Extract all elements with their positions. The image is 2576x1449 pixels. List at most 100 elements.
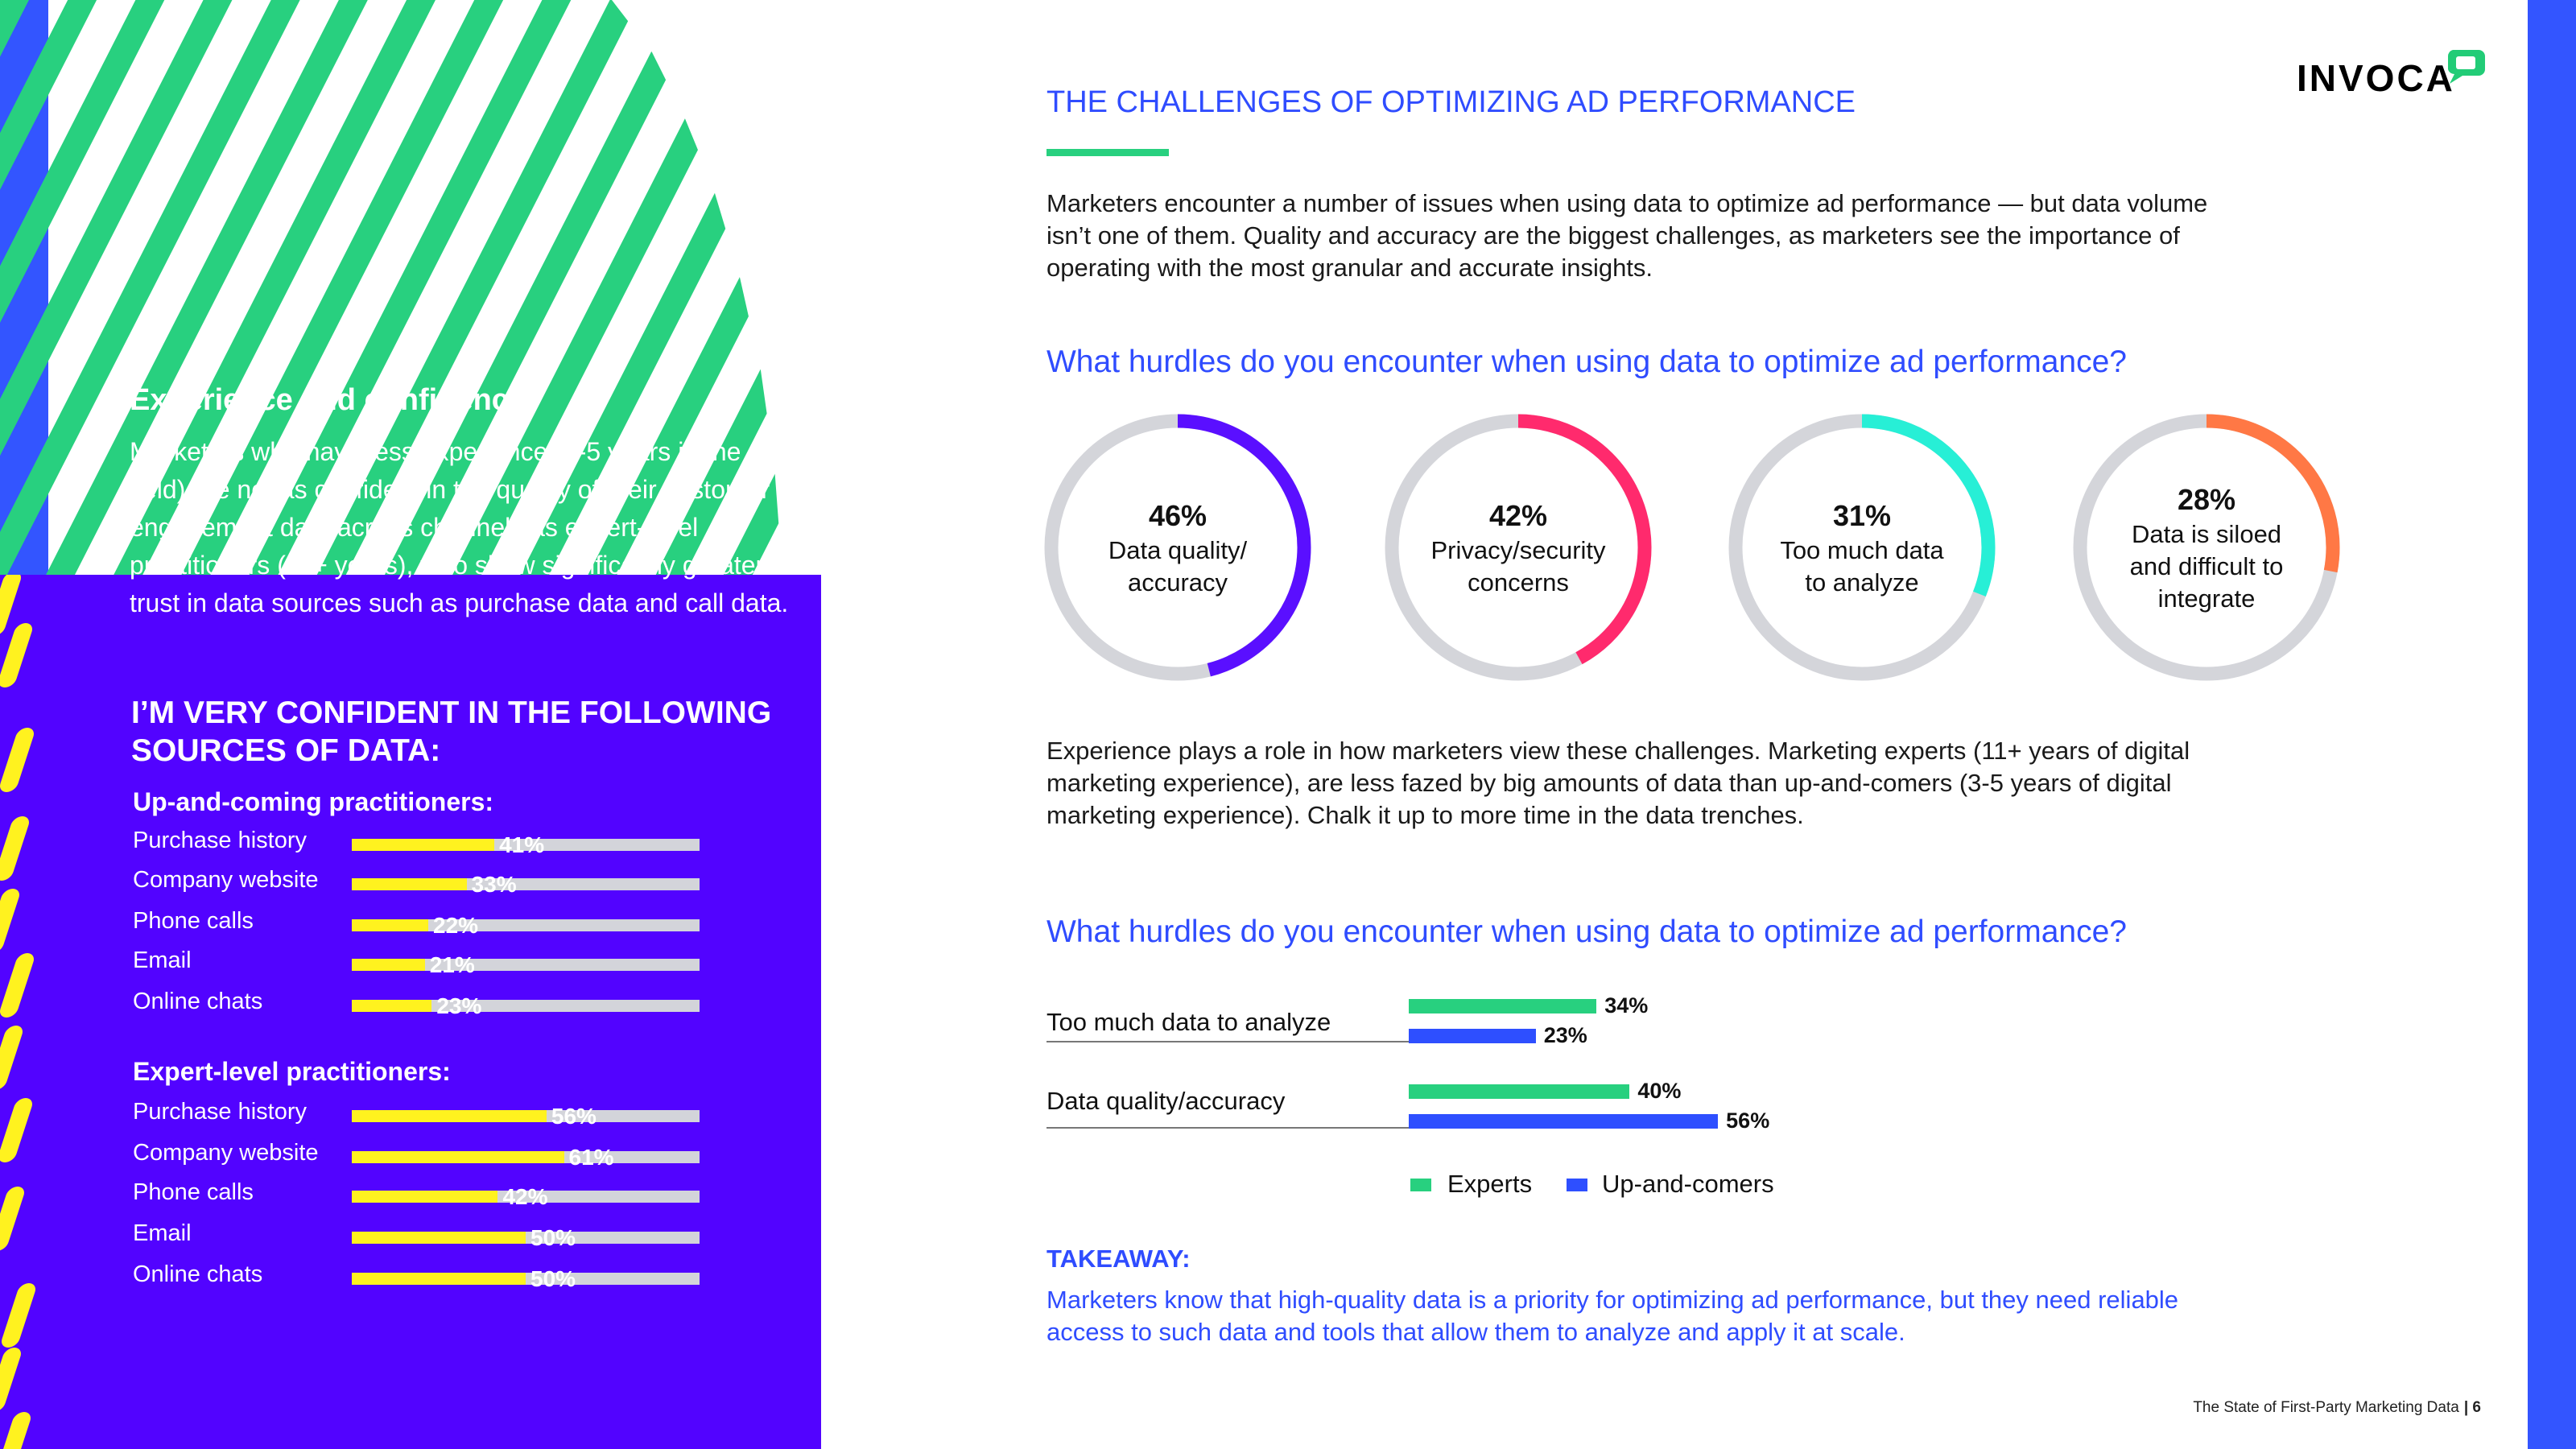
donut-label-line: and difficult to [2129,552,2284,580]
page-title: THE CHALLENGES OF OPTIMIZING AD PERFORMA… [1046,85,1856,119]
yellow-dash [0,1283,38,1348]
donut-chart: 42% Privacy/security concerns [1381,411,1655,684]
donut-arc [1385,414,1652,681]
donut-label-line: Data quality/ [1108,536,1248,564]
bar-experts [1409,1084,1630,1099]
donut-label-line: concerns [1468,568,1569,597]
donut-label: 28% Data is siloed and difficult to integra… [2094,411,2319,684]
footer-doc-title: The State of First-Party Marketing Data [2193,1399,2459,1416]
bar-label: Phone calls [133,1179,254,1205]
bar-row: Phone calls 22% [133,908,712,940]
bar-label: Purchase history [133,1099,307,1125]
bar-label: Purchase history [133,828,307,853]
invoca-logo: INVOCA [2297,48,2490,100]
donut-arc [2073,414,2340,681]
bar-value: 33% [471,872,517,897]
donut-label-line: to analyze [1805,568,1919,597]
bar-value: 56% [1726,1108,1770,1133]
bar-track: 50% [352,1266,700,1291]
bar-up-and-comers [1409,1114,1719,1129]
category-rule [1046,1127,1409,1129]
bar-fill [352,878,467,890]
diagonal-stripes-decoration [0,0,782,575]
bar-value: 40% [1637,1079,1682,1103]
bar-fill [352,1151,564,1163]
experience-paragraph: Marketers who have less experience (3-5 … [130,437,789,617]
bar-value: 34% [1604,993,1649,1018]
legend-swatch [1567,1179,1587,1191]
yellow-dash [0,1026,25,1090]
donut-label: 31% Too much data to analyze [1749,411,1975,684]
bar-row: Company website 61% [133,1140,712,1172]
bar-value: 22% [433,913,479,938]
takeaway-heading: TAKEAWAY: [1046,1245,1191,1273]
bar-fill [352,1273,526,1285]
donut-arc [1728,414,1996,681]
intro-paragraph: Marketers encounter a number of issues w… [1046,189,2208,282]
yellow-dash [0,1187,27,1251]
bar-value: 50% [530,1266,576,1291]
bar-track: 23% [352,993,700,1018]
yellow-dash [0,1348,23,1412]
bar-up-and-comers [1409,1029,1536,1043]
takeaway-text: Marketers know that high-quality data is… [1046,1286,2179,1346]
bar-fill [352,839,495,851]
yellow-dash [0,889,22,953]
bar-value: 23% [436,993,482,1018]
donut-chart: 31% Too much data to analyze [1725,411,1999,684]
bar-value: 61% [568,1145,614,1170]
yellow-dash [0,1412,33,1449]
bar-fill [352,919,429,931]
donut-label: 46% Data quality/accuracy [1065,411,1290,684]
bar-row: Email 50% [133,1220,712,1253]
experience-heading: Experience and confidence [130,383,526,417]
donut-percent: 28% [2177,483,2236,516]
experience-paragraph-2: Experience plays a role in how marketers… [1046,737,2190,829]
bar-row: Company website 33% [133,867,712,899]
bar-row: Email 21% [133,947,712,980]
category-rule [1046,1041,1409,1042]
bar-fill [352,959,425,971]
bar-track: 50% [352,1225,700,1250]
yellow-dash [0,953,36,1018]
bar-value: 21% [429,952,475,977]
bar-track: 33% [352,872,700,897]
bar-fill [352,1232,526,1244]
donut-arc [1044,414,1311,681]
donut-label-line: Too much data [1780,536,1944,564]
page-footer: The State of First-Party Marketing Data |… [2093,1399,2481,1417]
question-heading-2: What hurdles do you encounter when using… [1046,914,2127,949]
bar-value: 42% [502,1184,548,1209]
legend-label: Up-and-comers [1602,1170,1774,1198]
bar-value: 56% [551,1104,597,1129]
bar-row: Online chats 50% [133,1261,712,1294]
bar-value: 50% [530,1225,576,1250]
donut-label: 42% Privacy/security concerns [1406,411,1631,684]
bar-track: 56% [352,1104,700,1129]
bar-label: Company website [133,1140,319,1166]
donut-label-line: accuracy [1127,568,1228,597]
donut-percent: 31% [1832,499,1892,532]
yellow-dash [0,1098,35,1162]
logo-wordmark: INVOCA [2297,57,2455,99]
bar-track: 61% [352,1145,700,1170]
bar-fill [352,1191,498,1203]
right-accent-strip [2528,0,2576,1449]
bar-value: 23% [1543,1023,1587,1047]
yellow-dash [0,728,36,792]
bar-row: Phone calls 42% [133,1179,712,1212]
bar-experts [1409,999,1597,1013]
yellow-dash [0,623,35,687]
bar-fill [352,1000,432,1012]
donut-chart: 28% Data is siloed and difficult to integra… [2070,411,2343,684]
legend-swatch [1410,1179,1431,1191]
donut-percent: 46% [1148,499,1208,532]
category-label: Data quality/accuracy [1046,1087,1286,1115]
bar-track: 21% [352,952,700,977]
bar-fill [352,1110,547,1122]
bar-track: 22% [352,913,700,938]
speech-bubble-icon [2447,50,2485,84]
title-underline [1046,149,1169,156]
legend-label: Experts [1447,1170,1533,1198]
group-title-expert: Expert-level practitioners: [133,1057,451,1086]
